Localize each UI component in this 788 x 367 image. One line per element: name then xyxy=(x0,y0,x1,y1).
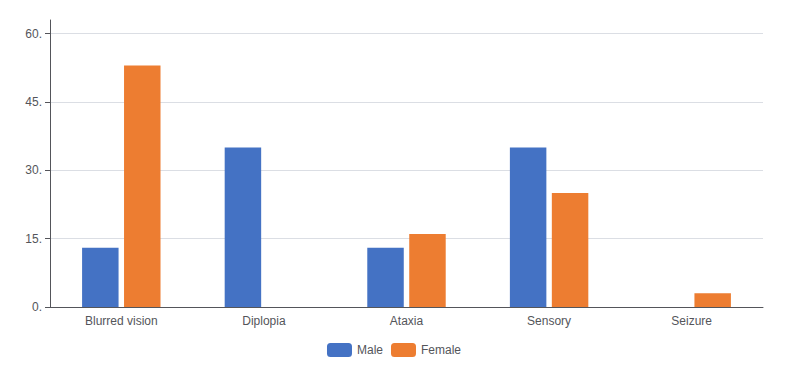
svg-text:Seizure: Seizure xyxy=(671,314,712,328)
svg-text:Female: Female xyxy=(421,343,461,357)
svg-text:30.: 30. xyxy=(25,163,42,177)
svg-text:Sensory: Sensory xyxy=(527,314,571,328)
svg-text:45.: 45. xyxy=(25,95,42,109)
svg-text:60.: 60. xyxy=(25,27,42,41)
svg-text:15.: 15. xyxy=(25,232,42,246)
svg-text:Blurred vision: Blurred vision xyxy=(85,314,158,328)
svg-text:Ataxia: Ataxia xyxy=(390,314,424,328)
svg-text:Male: Male xyxy=(357,343,383,357)
svg-text:0.: 0. xyxy=(32,300,42,314)
svg-text:Diplopia: Diplopia xyxy=(242,314,286,328)
